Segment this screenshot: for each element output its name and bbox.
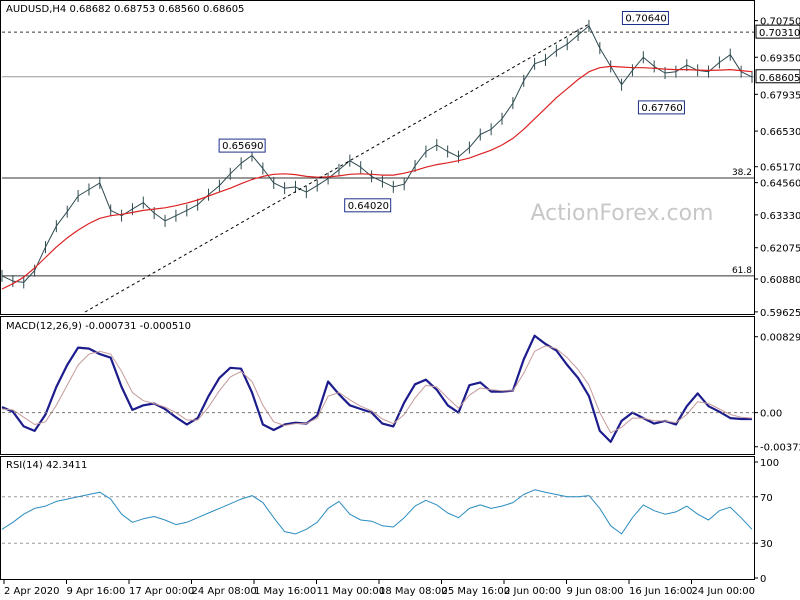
y-tick-label: 0.70750: [760, 17, 800, 28]
y-tick-label: 0.65170: [760, 163, 800, 174]
price-plot: 0.70750 0.69350 0.67935 0.66530 0.65170 0.645…: [1, 10, 800, 319]
y-tick-label: 0.62075: [760, 244, 800, 255]
x-tick-label: 2 Apr 2020: [4, 586, 59, 597]
annotation-label: 0.70640: [625, 13, 666, 24]
x-tick-label: 9 Apr 16:00: [67, 586, 126, 597]
y-tick-label: 0: [760, 574, 766, 585]
y-tick-label: 0.64560: [760, 179, 800, 190]
macd-plot: 0.008296 0.00 -0.003725: [1, 333, 800, 454]
y-tick-label: 0.00: [760, 409, 782, 420]
trend-line: [84, 23, 591, 313]
price-panel-title: AUDUSD,H4 0.68682 0.68753 0.68560 0.6860…: [6, 4, 244, 15]
rsi-panel-frame: [0, 456, 755, 580]
series-line-rsi: [1, 489, 753, 535]
x-tick-label: 17 Apr 00:00: [129, 586, 194, 597]
price-level-tag: 0.68605: [759, 73, 800, 84]
y-tick-label: 0.008296: [760, 333, 800, 344]
x-tick-label: 2 Jun 00:00: [504, 586, 561, 597]
annotation-label: 0.65690: [222, 141, 263, 152]
macd-panel-title: MACD(12,26,9) -0.000731 -0.000510: [6, 321, 191, 332]
y-tick-label: 30: [760, 539, 773, 550]
y-tick-label: 0.60880: [760, 275, 800, 286]
watermark: ActionForex.com: [531, 201, 714, 226]
x-tick-label: 24 Apr 08:00: [192, 586, 257, 597]
y-tick-label: 0.63330: [760, 211, 800, 222]
x-tick-label: 25 May 16:00: [442, 586, 511, 597]
price-level-tag-box: [755, 24, 800, 39]
annotation-label: 0.64020: [348, 201, 389, 212]
annotation-box: [637, 100, 685, 115]
annotation-box: [344, 198, 392, 213]
y-tick-label: 0.59625: [760, 308, 800, 319]
y-tick-label: 0.66530: [760, 127, 800, 138]
annotation-box: [621, 10, 669, 25]
price-panel-frame: [0, 0, 755, 315]
y-tick-label: 0.67935: [760, 90, 800, 101]
x-tick-label: 24 Jun 00:00: [692, 586, 756, 597]
series-line-signal: [1, 345, 753, 434]
series-line-macd: [1, 334, 752, 443]
price-level-tag-box: [755, 69, 800, 84]
x-tick-label: 1 May 16:00: [254, 586, 316, 597]
price-level-tag: 0.70310: [759, 28, 800, 39]
rsi-plot: 100 70 30 0: [1, 458, 779, 585]
rsi-panel-title: RSI(14) 42.3411: [6, 460, 87, 471]
series-line-price: [1, 25, 753, 283]
macd-panel-frame: [0, 316, 755, 455]
annotation-box: [218, 138, 266, 153]
series-line-ma: [1, 65, 753, 290]
x-tick-label: 9 Jun 08:00: [567, 586, 624, 597]
annotation-label: 0.67760: [641, 103, 682, 114]
x-tick-label: 11 May 00:00: [317, 586, 386, 597]
fib-level-label: 61.8: [732, 266, 752, 276]
x-tick-label: 18 May 08:00: [379, 586, 448, 597]
y-tick-label: -0.003725: [760, 443, 800, 454]
y-tick-label: 0.69350: [760, 53, 800, 64]
y-tick-label: 100: [760, 458, 779, 469]
x-tick-label: 16 Jun 16:00: [629, 586, 693, 597]
y-tick-label: 70: [760, 493, 773, 504]
fib-level-label: 38.2: [732, 168, 752, 178]
